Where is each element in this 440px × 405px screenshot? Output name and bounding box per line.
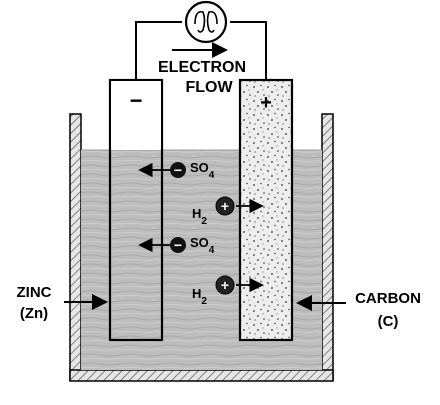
container-left-wall bbox=[69, 113, 82, 381]
positive-ion-icon bbox=[215, 275, 235, 295]
electron-flow-line1: ELECTRON bbox=[158, 59, 246, 76]
zinc-electrode: − bbox=[108, 78, 164, 342]
wire-right bbox=[230, 21, 267, 80]
sulfate-label: SO4 bbox=[190, 160, 215, 181]
positive-ion-sign: + bbox=[221, 277, 229, 293]
zinc-symbol: (Zn) bbox=[20, 305, 48, 322]
sulfate-ion-upper: − SO4 bbox=[138, 160, 215, 181]
negative-ion-sign: − bbox=[174, 162, 182, 178]
negative-ion-icon bbox=[170, 162, 186, 178]
hydrogen-label: H2 bbox=[192, 206, 207, 227]
carbon-rod bbox=[238, 78, 294, 342]
container-bottom bbox=[69, 369, 334, 382]
carbon-name: CARBON bbox=[355, 290, 421, 307]
meter-filament-icon bbox=[194, 10, 218, 33]
sulfate-label: SO4 bbox=[190, 235, 215, 256]
carbon-polarity-sign: + bbox=[260, 92, 272, 114]
container-right-wall bbox=[321, 113, 334, 381]
zinc-plate-exposed bbox=[111, 81, 161, 150]
carbon-electrode: + bbox=[238, 78, 294, 342]
carbon-symbol: (C) bbox=[378, 313, 399, 330]
sulfate-ion-lower: − SO4 bbox=[138, 235, 215, 256]
zinc-polarity-sign: − bbox=[130, 88, 143, 113]
negative-ion-icon bbox=[170, 237, 186, 253]
hydrogen-ion-upper: H2 + bbox=[192, 196, 264, 227]
zinc-label: ZINC (Zn) bbox=[17, 284, 108, 322]
hydrogen-ion-lower: H2 + bbox=[192, 275, 264, 307]
positive-ion-sign: + bbox=[221, 198, 229, 214]
negative-ion-sign: − bbox=[174, 237, 182, 253]
external-circuit bbox=[135, 0, 267, 80]
carbon-label: CARBON (C) bbox=[296, 290, 421, 330]
electron-flow-line2: FLOW bbox=[185, 79, 233, 96]
zinc-name: ZINC bbox=[17, 284, 52, 301]
hydrogen-label: H2 bbox=[192, 286, 207, 307]
meter-icon bbox=[184, 0, 228, 44]
positive-ion-icon bbox=[215, 196, 235, 216]
wire-left bbox=[135, 21, 182, 80]
zinc-plate bbox=[108, 78, 164, 342]
